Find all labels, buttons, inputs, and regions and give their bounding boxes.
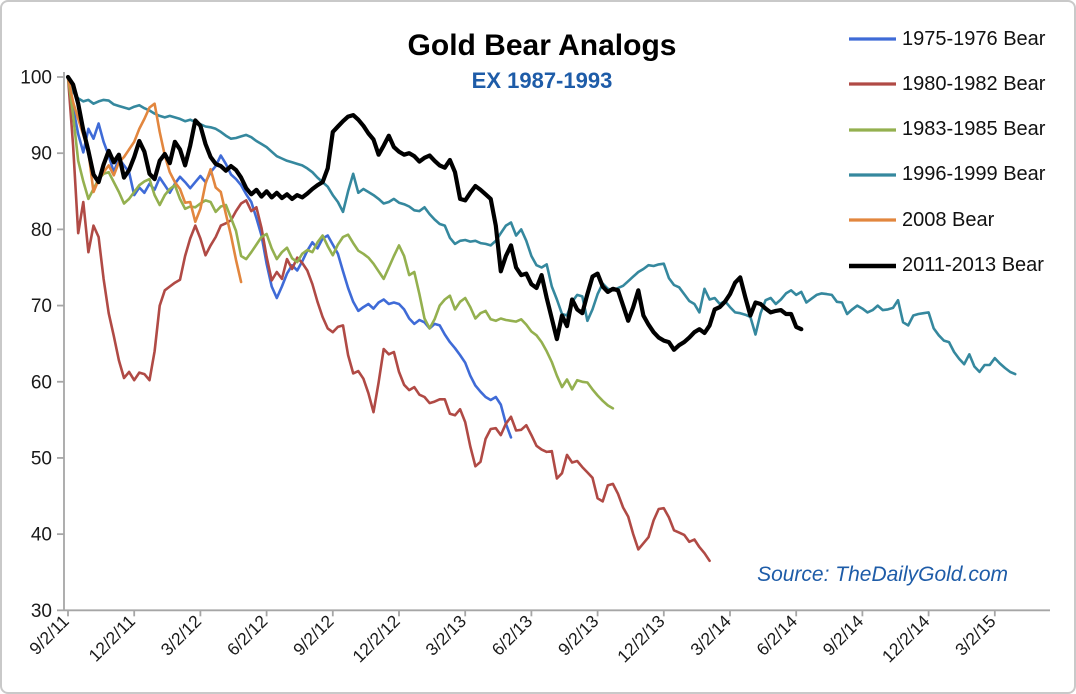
y-axis-label: 80 xyxy=(31,220,52,241)
legend-swatch-1983-1985-bear xyxy=(849,127,896,132)
series-line-1980-1982-bear xyxy=(66,75,711,563)
legend-swatch-1980-1982-bear xyxy=(849,82,896,86)
x-axis-label: 6/2/13 xyxy=(488,611,537,660)
x-axis-label: 6/2/14 xyxy=(752,611,801,660)
x-axis-label: 12/2/14 xyxy=(878,611,934,667)
x-axis-label: 12/2/11 xyxy=(85,611,140,666)
legend-swatch-2011-2013-bear xyxy=(849,263,896,268)
legend-item-1996-1999-bear: 1996-1999 Bear xyxy=(848,161,1045,189)
x-axis-label: 9/2/12 xyxy=(289,611,338,660)
x-axis-label: 9/2/14 xyxy=(819,611,868,660)
legend-swatch-2008-bear xyxy=(849,218,896,222)
legend-label-1975-1976-bear: 1975-1976 Bear xyxy=(902,27,1046,50)
y-axis-label: 70 xyxy=(31,296,52,317)
legend-swatch-1996-1999-bear xyxy=(849,173,896,177)
legend-item-1975-1976-bear: 1975-1976 Bear xyxy=(848,25,1045,53)
x-axis-label: 3/2/14 xyxy=(686,611,735,660)
x-axis-label: 3/2/13 xyxy=(421,611,470,660)
legend-label-2008-bear: 2008 Bear xyxy=(902,208,995,231)
legend-item-1980-1982-bear: 1980-1982 Bear xyxy=(848,70,1045,98)
y-axis-label: 60 xyxy=(31,372,52,393)
series-line-2008-bear xyxy=(66,75,243,284)
y-axis-label: 100 xyxy=(20,68,52,89)
series-line-1983-1985-bear xyxy=(66,75,615,410)
y-axis-label: 50 xyxy=(31,448,52,469)
x-axis-label: 3/2/15 xyxy=(951,611,1000,660)
legend-item-2008-bear: 2008 Bear xyxy=(848,206,994,234)
legend-item-2011-2013-bear: 2011-2013 Bear xyxy=(848,252,1044,280)
y-axis-label: 90 xyxy=(31,144,52,165)
y-axis-label: 40 xyxy=(31,525,52,546)
legend-label-1996-1999-bear: 1996-1999 Bear xyxy=(902,163,1046,186)
x-axis-label: 6/2/12 xyxy=(223,611,272,660)
y-axis-label: 30 xyxy=(31,601,52,622)
legend-swatch-1975-1976-bear xyxy=(849,37,896,41)
series-line-1996-1999-bear xyxy=(66,75,1017,376)
legend-item-1983-1985-bear: 1983-1985 Bear xyxy=(848,116,1045,144)
source-credit: Source: TheDailyGold.com xyxy=(757,563,1008,586)
series-line-1975-1976-bear xyxy=(66,75,513,439)
x-axis-label: 12/2/12 xyxy=(348,611,403,666)
chart-title: Gold Bear Analogs xyxy=(407,29,677,62)
x-axis-label: 3/2/12 xyxy=(157,611,206,660)
legend-label-2011-2013-bear: 2011-2013 Bear xyxy=(902,254,1044,276)
x-axis-label: 12/2/13 xyxy=(613,611,668,666)
legend-label-1983-1985-bear: 1983-1985 Bear xyxy=(902,118,1046,141)
series-line-2011-2013-bear xyxy=(65,74,804,352)
chart-subtitle: EX 1987-1993 xyxy=(471,68,613,93)
x-axis-label: 9/2/13 xyxy=(554,611,603,660)
legend-label-1980-1982-bear: 1980-1982 Bear xyxy=(902,72,1046,95)
